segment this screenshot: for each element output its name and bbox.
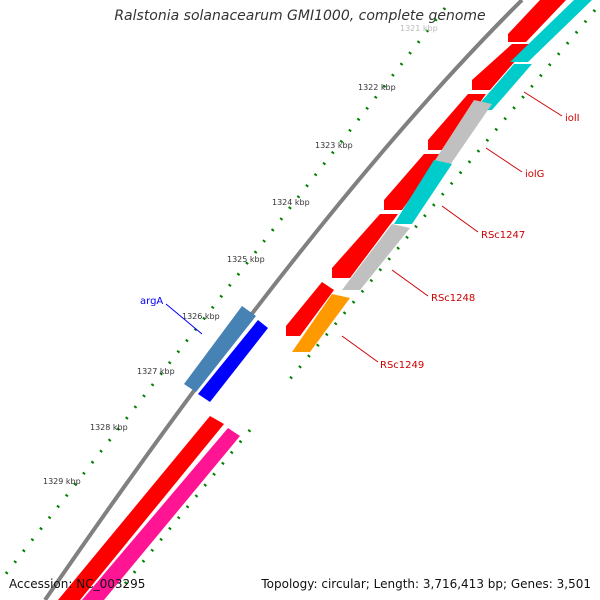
tick-label: 1321 kbp (400, 24, 438, 33)
tick-label: 1322 kbp (358, 83, 396, 92)
gene-cds-red (384, 154, 442, 210)
callout-line-iolG (485, 147, 523, 173)
feature-group-argA (184, 306, 268, 402)
gene-cds-red (508, 0, 566, 42)
outer-dotted-track (3, 7, 447, 576)
gene-cds-orange (292, 294, 350, 352)
tick-label: 1325 kbp (227, 255, 265, 264)
gene-cds-cyan (510, 0, 592, 62)
feature-group-inner (292, 0, 592, 352)
callout-lines (165, 91, 563, 363)
tick-label: 1329 kbp (43, 477, 81, 486)
genome-backbone (43, 0, 524, 600)
gene-cds-cyan (394, 160, 452, 224)
gene-labels: iolI iolG RSc1247 RSc1248 RSc1249 argA (140, 113, 580, 371)
genome-summary-text: Topology: circular; Length: 3,716,413 bp… (261, 577, 591, 591)
gene-label-RSc1249[interactable]: RSc1249 (380, 360, 424, 371)
gene-cds-cyan (474, 64, 532, 110)
gene-cds-red (332, 214, 398, 278)
gene-argA-steelblue (184, 306, 256, 392)
tick-label: 1327 kbp (137, 367, 175, 376)
accession-text: Accession: NC_003295 (9, 577, 146, 591)
tick-labels: 1321 kbp 1322 kbp 1323 kbp 1324 kbp 1325… (43, 24, 438, 486)
callout-line-RSc1249 (341, 335, 379, 363)
tick-label: 1323 kbp (315, 141, 353, 150)
gene-label-iolG[interactable]: iolG (525, 169, 544, 180)
gene-cds-red (472, 44, 530, 90)
gene-label-argA[interactable]: argA (140, 296, 163, 307)
gene-cds-grey (342, 224, 410, 290)
gene-cds-grey (430, 100, 492, 168)
callout-line-iolI (523, 91, 563, 117)
gene-cds-red-long (58, 416, 224, 600)
tick-label: 1326 kbp (182, 312, 220, 321)
gene-cds-magenta-long (82, 428, 240, 600)
gene-cds-red (286, 282, 334, 336)
tick-label: 1324 kbp (272, 198, 310, 207)
tick-label: 1328 kbp (90, 423, 128, 432)
callout-line-RSc1247 (441, 205, 479, 233)
feature-group-lower (58, 416, 240, 600)
callout-line-RSc1248 (391, 269, 429, 297)
callout-line-argA (165, 303, 203, 335)
gene-label-RSc1247[interactable]: RSc1247 (481, 230, 525, 241)
map-title: Ralstonia solanacearum GMI1000, complete… (114, 8, 486, 24)
inner-dotted-track-upper (283, 9, 597, 386)
gene-argA-blue (198, 320, 268, 402)
gene-label-RSc1248[interactable]: RSc1248 (431, 293, 475, 304)
gene-label-iolI[interactable]: iolI (565, 113, 580, 124)
